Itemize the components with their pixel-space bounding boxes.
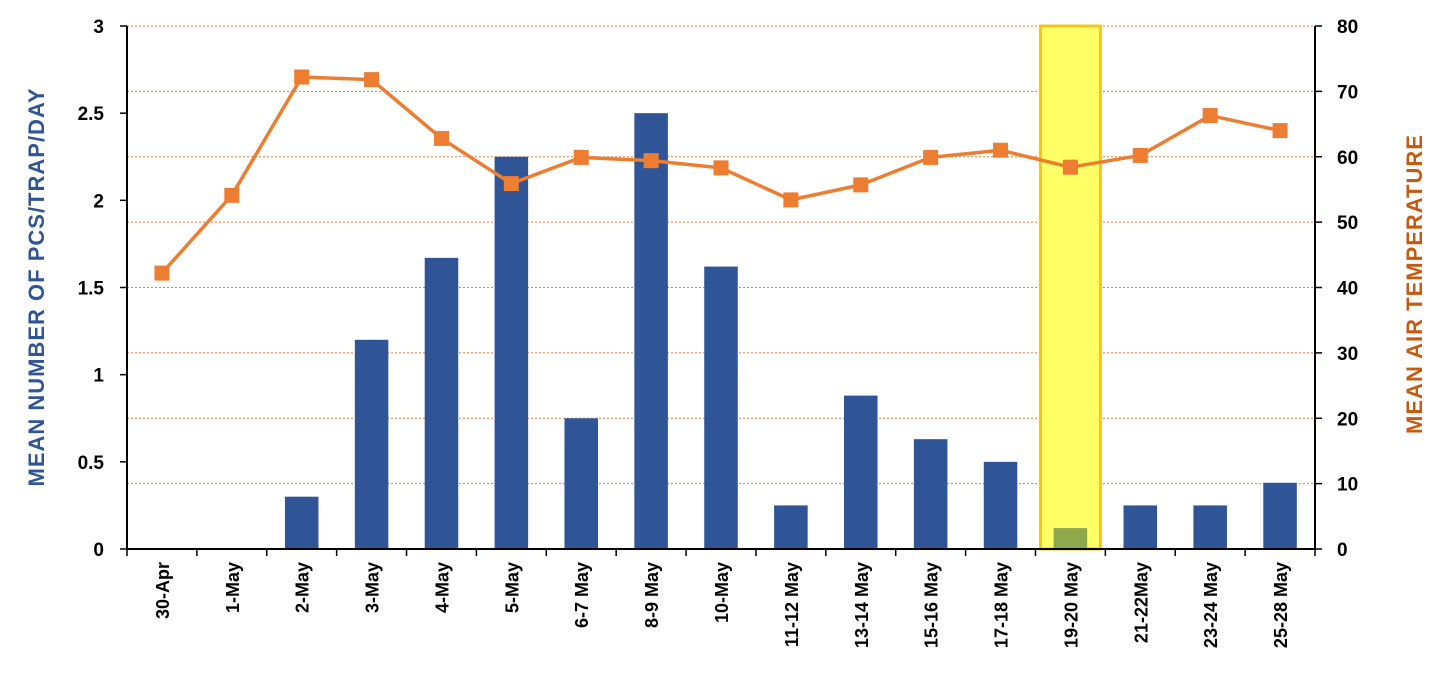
temperature-point-21-22May	[1132, 147, 1148, 163]
category-label-16: 25-28 May	[1271, 562, 1291, 648]
left-tick-label-6: 3	[93, 17, 104, 38]
category-label-1: 1-May	[223, 562, 243, 613]
right-tick-label-3: 30	[1337, 344, 1358, 365]
temperature-point-3-May	[364, 72, 380, 88]
bar-4-May	[424, 257, 459, 549]
temperature-point-4-May	[433, 130, 449, 146]
bar-19-20 May	[1053, 528, 1088, 549]
category-label-8: 10-May	[712, 562, 732, 623]
right-tick-label-0: 0	[1337, 540, 1348, 561]
left-axis-tick-labels: 0 0.5 1 1.5 2 2.5 3	[78, 17, 105, 561]
bar-13-14 May	[843, 395, 878, 549]
bar-11-12 May	[774, 505, 808, 549]
bar-6-7 May	[564, 418, 599, 549]
highlight-layer	[1038, 24, 1102, 551]
right-tick-label-8: 80	[1337, 17, 1358, 38]
highlight-box	[1038, 24, 1102, 551]
bar-25-28 May	[1263, 482, 1297, 549]
temperature-point-8-9 May	[643, 153, 659, 169]
category-label-0: 30-Apr	[153, 562, 173, 619]
category-label-3: 3-May	[363, 562, 383, 613]
temperature-point-23-24 May	[1202, 108, 1218, 124]
temperature-point-5-May	[503, 176, 519, 192]
bar-2-May	[284, 496, 319, 549]
temperature-point-11-12 May	[783, 192, 799, 208]
temperature-point-1-May	[224, 187, 240, 203]
category-label-15: 23-24 May	[1201, 562, 1221, 648]
category-label-11: 15-16 May	[922, 562, 942, 648]
left-tick-label-4: 2	[93, 191, 104, 212]
category-labels: 30-Apr 1-May 2-May 3-May 4-May 5-May 6-7 May 8-…	[153, 562, 1291, 648]
temperature-point-2-May	[294, 69, 310, 85]
right-axis-title: MEAN AIR TEMPERATURE	[1402, 134, 1427, 434]
left-tick-label-1: 0.5	[78, 453, 105, 474]
category-label-7: 8-9 May	[642, 562, 662, 628]
temperature-point-25-28 May	[1272, 123, 1288, 139]
axes	[120, 25, 1322, 556]
temperature-series	[154, 69, 1288, 281]
left-tick-label-2: 1	[93, 366, 104, 387]
right-tick-label-7: 70	[1337, 82, 1358, 103]
category-label-14: 21-22May	[1131, 562, 1151, 643]
right-tick-label-5: 50	[1337, 213, 1358, 234]
bar-series	[284, 113, 1297, 550]
right-tick-label-4: 40	[1337, 279, 1358, 300]
category-label-6: 6-7 May	[572, 562, 592, 628]
category-label-12: 17-18 May	[992, 562, 1012, 648]
bar-10-May	[704, 266, 738, 549]
bar-5-May	[494, 156, 529, 549]
right-tick-label-2: 20	[1337, 409, 1358, 430]
left-tick-label-3: 1.5	[78, 279, 105, 300]
left-tick-label-5: 2.5	[78, 104, 105, 125]
category-label-5: 5-May	[502, 562, 522, 613]
bar-15-16 May	[913, 439, 948, 549]
bar-23-24 May	[1193, 505, 1227, 549]
bar-21-22May	[1123, 505, 1158, 549]
temperature-point-6-7 May	[573, 149, 589, 165]
bar-17-18 May	[983, 461, 1018, 549]
right-axis-tick-labels: 0 10 20 30 40 50 60 70 80	[1337, 17, 1358, 561]
category-label-4: 4-May	[432, 562, 452, 613]
category-label-13: 19-20 May	[1061, 562, 1081, 648]
left-tick-label-0: 0	[93, 540, 104, 561]
left-axis-title: MEAN NUMBER OF PCS/TRAP/DAY	[24, 88, 49, 487]
temperature-point-17-18 May	[993, 142, 1009, 158]
temperature-point-13-14 May	[853, 177, 869, 193]
temperature-point-10-May	[713, 160, 729, 176]
temperature-point-19-20 May	[1062, 159, 1078, 175]
temperature-point-15-16 May	[923, 149, 939, 165]
right-tick-label-6: 60	[1337, 148, 1358, 169]
temperature-point-30-Apr	[154, 265, 170, 281]
bar-3-May	[354, 339, 389, 549]
category-label-2: 2-May	[293, 562, 313, 613]
category-label-10: 13-14 May	[852, 562, 872, 648]
right-tick-label-1: 10	[1337, 475, 1358, 496]
category-label-9: 11-12 May	[782, 562, 802, 647]
bar-8-9 May	[634, 113, 668, 550]
